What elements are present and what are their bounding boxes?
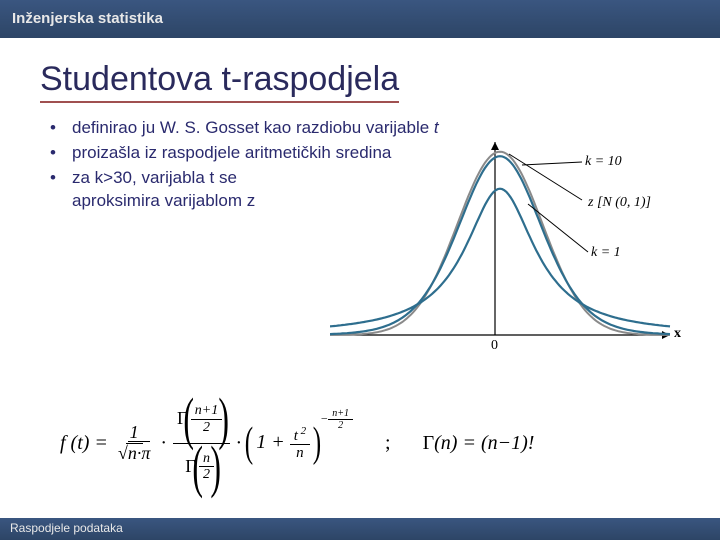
t-distribution-chart: k = 10 z [N (0, 1)] k = 1 0 x <box>330 140 700 370</box>
page-title: Studentova t-raspodjela <box>40 60 399 103</box>
exponent: −n+12 <box>320 408 353 431</box>
bullet-item: definirao ju W. S. Gosset kao razdiobu v… <box>50 117 690 140</box>
open-paren: ( <box>245 419 253 467</box>
semicolon: ; <box>385 432 391 455</box>
chart-svg <box>330 140 700 370</box>
close-paren: ) <box>313 419 321 467</box>
bullet-text: za k>30, varijabla t seaproksimira varij… <box>72 168 255 210</box>
bullet-text: definirao ju W. S. Gosset kao razdiobu v… <box>72 118 439 137</box>
frac-1-sqrt: 1 √n·π <box>114 423 154 464</box>
curve-label-normal: z [N (0, 1)] <box>585 194 654 212</box>
dot2: · <box>236 432 243 455</box>
header-text: Inženjerska statistika <box>12 10 163 27</box>
footer-bar: Raspodjele podataka <box>0 518 720 540</box>
axis-label-zero: 0 <box>491 338 498 354</box>
gamma-factorial: Γ(n) = (n−1)! <box>423 432 535 455</box>
dot: · <box>160 432 167 455</box>
curve-label-k1: k = 1 <box>591 245 621 261</box>
axis-label-x: x <box>674 326 681 342</box>
one-plus: 1 + t 2 n <box>256 425 310 462</box>
header-bar: Inženjerska statistika <box>0 0 720 38</box>
frac-gamma: Γ( n+12 ) Γ( n2 ) <box>173 396 230 490</box>
curve-label-k10: k = 10 <box>585 154 622 170</box>
footer-text: Raspodjele podataka <box>10 521 123 535</box>
formula: f (t) = 1 √n·π · Γ( n+12 ) Γ( n2 ) · ( 1… <box>60 402 660 484</box>
den-sqrt: √n·π <box>114 444 154 464</box>
formula-ft: f (t) = <box>60 432 108 455</box>
